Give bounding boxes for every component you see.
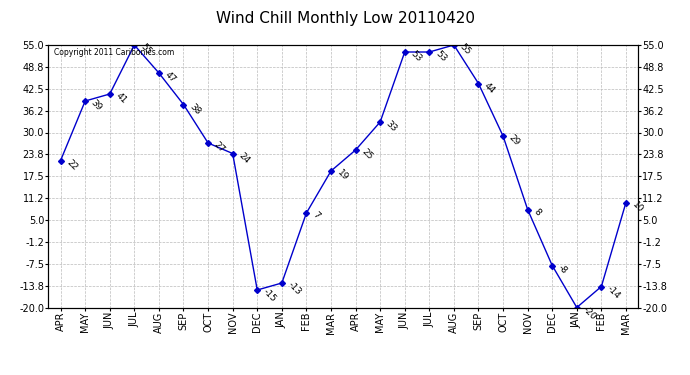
Text: 44: 44 [482, 81, 497, 95]
Text: 19: 19 [335, 168, 350, 183]
Text: 47: 47 [163, 70, 177, 85]
Text: -13: -13 [286, 280, 303, 297]
Text: 29: 29 [507, 133, 522, 148]
Text: -8: -8 [556, 263, 569, 276]
Text: 27: 27 [213, 140, 226, 154]
Text: Wind Chill Monthly Low 20110420: Wind Chill Monthly Low 20110420 [215, 11, 475, 26]
Text: 25: 25 [359, 147, 374, 162]
Text: 22: 22 [65, 158, 79, 172]
Text: -14: -14 [606, 284, 622, 300]
Text: 53: 53 [409, 49, 424, 64]
Text: 33: 33 [384, 119, 399, 134]
Text: -20: -20 [581, 305, 598, 321]
Text: 41: 41 [114, 91, 128, 106]
Text: 39: 39 [89, 98, 104, 113]
Text: Copyright 2011 Caribonics.com: Copyright 2011 Caribonics.com [55, 48, 175, 57]
Text: 8: 8 [532, 207, 542, 217]
Text: 55: 55 [139, 42, 153, 57]
Text: -15: -15 [262, 287, 278, 304]
Text: 55: 55 [458, 42, 473, 57]
Text: 53: 53 [433, 49, 448, 64]
Text: 7: 7 [310, 210, 321, 220]
Text: 10: 10 [630, 200, 644, 214]
Text: 38: 38 [188, 102, 202, 116]
Text: 24: 24 [237, 151, 251, 165]
